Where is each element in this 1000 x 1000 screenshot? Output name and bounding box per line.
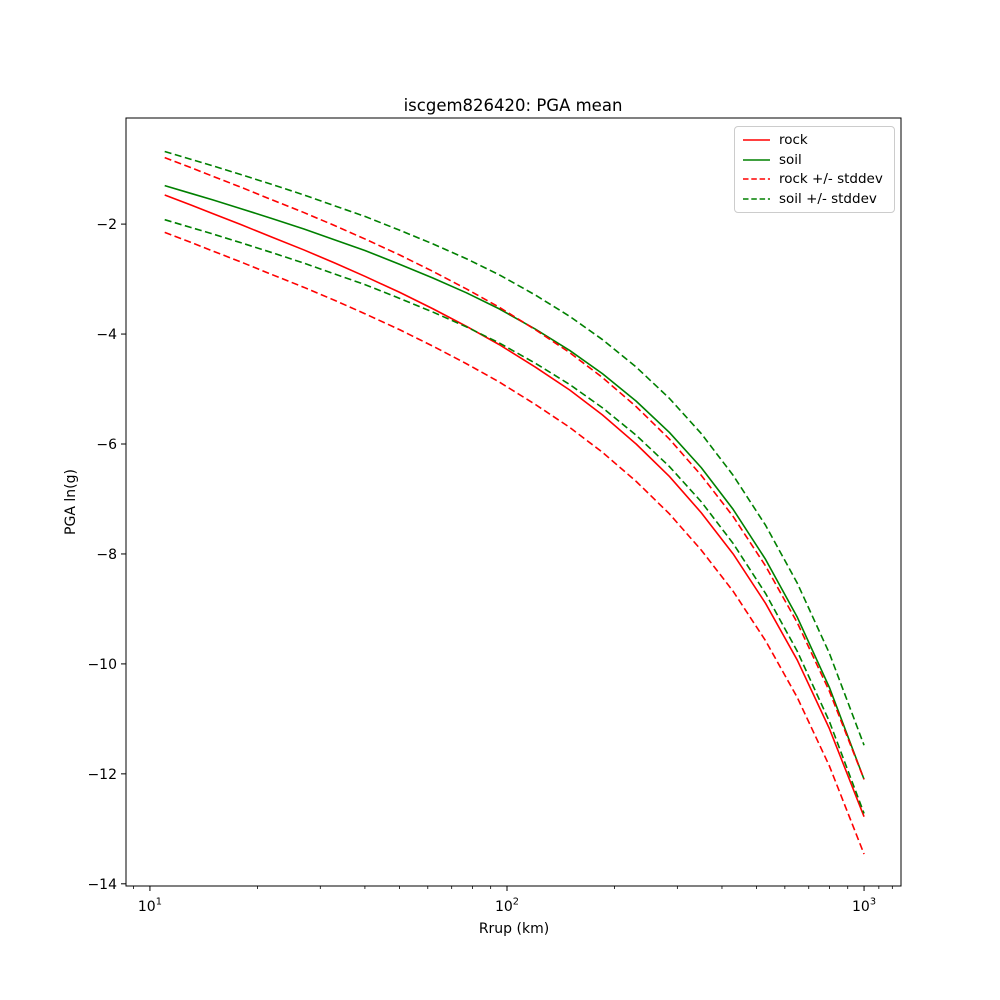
y-tick-label: −10 xyxy=(87,657,117,673)
ticks-layer: 101 102 103 −2 −4 −6 −8 −10 −12 −14 xyxy=(87,217,893,916)
legend-line-soil-icon xyxy=(743,158,770,161)
legend-item-soil-stddev: soil +/- stddev xyxy=(743,189,886,208)
x-tick-label: 101 xyxy=(138,897,162,916)
curve-soil-minus-stddev xyxy=(164,218,865,814)
legend-item-rock-stddev: rock +/- stddev xyxy=(743,170,886,189)
legend-line-rock-icon xyxy=(743,139,770,141)
curve-rock-plus-stddev xyxy=(164,156,865,780)
y-tick-label: −2 xyxy=(96,217,117,233)
y-tick-label: −14 xyxy=(87,877,117,893)
legend-item-soil: soil xyxy=(743,150,886,169)
x-tick-label: 102 xyxy=(495,897,519,916)
legend-label-rock: rock xyxy=(779,132,808,149)
plot-border xyxy=(125,117,902,887)
legend-item-rock: rock xyxy=(743,131,886,150)
y-tick-label: −6 xyxy=(96,437,117,453)
chart-title: iscgem826420: PGA mean xyxy=(404,96,623,115)
x-tick-label: 103 xyxy=(852,897,876,916)
y-tick-label: −4 xyxy=(96,327,117,343)
y-axis-label: PGA ln(g) xyxy=(63,469,79,535)
legend-label-soil-stddev: soil +/- stddev xyxy=(779,190,877,207)
x-axis-label: Rrup (km) xyxy=(479,921,549,937)
curve-soil-plus-stddev xyxy=(164,150,865,746)
legend-line-rock-stddev-icon xyxy=(743,178,770,181)
legend-label-soil: soil xyxy=(779,151,802,168)
curve-rock-mean xyxy=(164,194,865,818)
legend: rock soil rock +/- stddev soil +/- stdde… xyxy=(734,126,895,213)
curve-rock-minus-stddev xyxy=(164,231,865,855)
axes-frame xyxy=(125,117,902,887)
legend-line-soil-stddev-icon xyxy=(743,198,770,200)
curve-soil-mean xyxy=(164,184,865,780)
legend-label-rock-stddev: rock +/- stddev xyxy=(779,171,883,188)
curves-layer xyxy=(164,150,865,855)
y-tick-label: −8 xyxy=(96,547,117,563)
y-tick-label: −12 xyxy=(87,767,117,783)
